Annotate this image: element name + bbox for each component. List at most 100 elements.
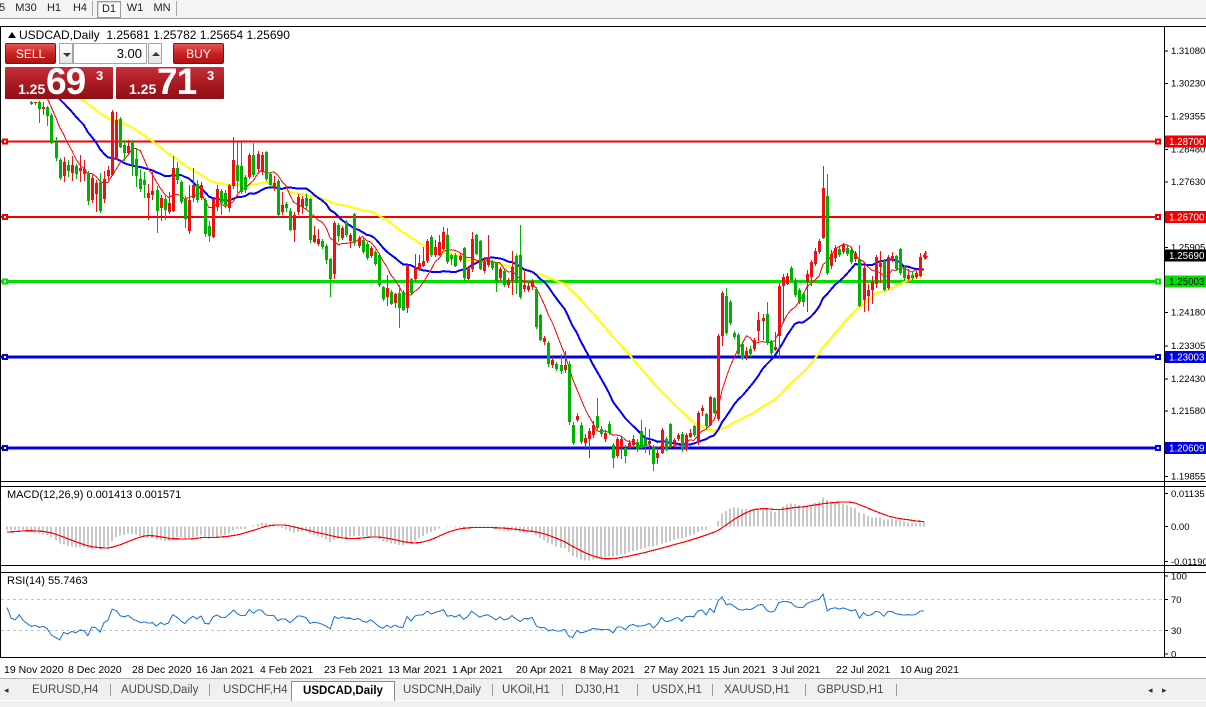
candle-body	[766, 314, 769, 343]
tabs-scroll-left-icon[interactable]: ◂	[4, 685, 9, 695]
timeframe-button-mn[interactable]: MN	[153, 2, 171, 14]
timeframe-button-d1[interactable]: D1	[97, 1, 121, 18]
last-price-arrow-head	[923, 255, 929, 260]
chart-collapse-arrow-icon[interactable]	[8, 32, 16, 38]
candle-body	[341, 228, 344, 238]
buy-price-box[interactable]: 1.25 71 3	[116, 61, 224, 102]
chart-tab-usdchf[interactable]: USDCHF,H4	[223, 684, 288, 696]
candle-body	[285, 204, 288, 208]
price-tick-label: 1.22430	[1171, 374, 1205, 385]
candle-body	[733, 333, 736, 337]
bid-price-label: 1.25690	[1169, 251, 1205, 262]
buy-price-main: 71	[157, 61, 197, 102]
timeframe-button-5[interactable]: 5	[0, 2, 6, 14]
candle-body	[168, 203, 171, 212]
sell-price-box[interactable]: 1.25 69 3	[5, 61, 113, 102]
volume-input[interactable]: 3.00	[73, 43, 147, 64]
one-click-trading-panel: SELL 3.00 BUY 1.25 69 3 1.25 71 3	[5, 43, 224, 102]
candle-body	[681, 434, 684, 450]
candle-body	[745, 351, 748, 357]
candle-body	[119, 119, 122, 147]
candle-body	[616, 439, 619, 456]
sell-button[interactable]: SELL	[5, 43, 56, 64]
tabs-scroll-left-end-icon[interactable]: ◂	[1148, 685, 1153, 695]
price-tick-label: 1.25905	[1171, 242, 1205, 253]
candle-body	[899, 249, 902, 273]
candle-body	[749, 349, 752, 354]
candle-body	[224, 193, 227, 205]
rsi-line	[6, 592, 925, 641]
candle-body	[143, 180, 146, 185]
candle-body	[588, 431, 591, 439]
tab-separator	[805, 684, 806, 696]
candle-body	[293, 215, 296, 230]
candle-body	[459, 256, 462, 260]
candle-body	[648, 441, 651, 444]
candle-body	[903, 267, 906, 278]
candle-body	[46, 107, 49, 116]
candle-body	[535, 289, 538, 327]
price-line-label: 1.23003	[1169, 353, 1205, 364]
candle-body	[30, 102, 33, 104]
candle-body	[854, 253, 857, 259]
candle-body	[59, 160, 62, 178]
candle-body	[604, 433, 607, 439]
tabs-scroll-right-icon[interactable]: ▸	[1162, 685, 1167, 695]
candle-body	[99, 182, 102, 211]
candle-body	[628, 443, 631, 448]
rsi-pane-bg	[0, 572, 1165, 657]
candle-body	[366, 244, 369, 258]
candle-body	[919, 257, 922, 276]
price-tick-label: 1.24180	[1171, 308, 1205, 319]
chart-tab-audusd[interactable]: AUDUSD,Daily	[121, 684, 199, 696]
timeframe-button-w1[interactable]: W1	[126, 2, 144, 14]
timeframe-button-h4[interactable]: H4	[72, 2, 88, 14]
buy-price-pips: 3	[207, 68, 215, 83]
chart-tabs-bar: ◂ EURUSD,H4 AUDUSD,Daily USDCHF,H4 USDCAD,Da…	[0, 678, 1206, 701]
candle-body	[329, 259, 332, 279]
volume-decrease-button[interactable]	[59, 43, 73, 64]
candle-body	[863, 268, 866, 300]
chart-tab-usdcnh[interactable]: USDCNH,Daily	[403, 684, 481, 696]
buy-button[interactable]: BUY	[173, 43, 224, 64]
price-tick-label: 1.29355	[1171, 112, 1205, 123]
chart-tab-eurusd[interactable]: EURUSD,H4	[32, 684, 99, 696]
candle-body	[503, 271, 506, 285]
candle-body	[75, 166, 78, 174]
candle-body	[846, 248, 849, 254]
candle-body	[410, 279, 413, 293]
rsi-indicator-label: RSI(14) 55.7463	[7, 575, 88, 587]
candle-body	[261, 155, 264, 172]
candle-body	[701, 408, 704, 411]
candle-body	[430, 237, 433, 255]
candle-body	[757, 320, 760, 331]
chart-tab-xauusd[interactable]: XAUUSD,H1	[724, 684, 790, 696]
chart-tab-usdcad[interactable]: USDCAD,Daily	[291, 681, 395, 701]
candle-body	[850, 250, 853, 262]
chart-tab-dj30[interactable]: DJ30,H1	[575, 684, 620, 696]
volume-increase-button[interactable]	[148, 43, 162, 64]
timeframe-button-m30[interactable]: M30	[15, 2, 37, 14]
chart-tab-usdx[interactable]: USDX,H1	[652, 684, 702, 696]
chart-tab-gbpusd[interactable]: GBPUSD,H1	[817, 684, 884, 696]
sell-price-main: 69	[46, 61, 86, 102]
time-axis[interactable]: 19 Nov 2020 8 Dec 2020 28 Dec 2020 16 Jan 2…	[0, 658, 1206, 677]
candle-body	[208, 226, 211, 236]
timeframe-button-h1[interactable]: H1	[46, 2, 62, 14]
candle-body	[600, 429, 603, 434]
candle-body	[705, 414, 708, 426]
candle-body	[656, 453, 659, 458]
candle-body	[483, 262, 486, 271]
macd-indicator-label: MACD(12,26,9) 0.001413 0.001571	[7, 489, 182, 501]
candle-body	[188, 200, 191, 231]
price-chart-canvas[interactable]: 1.31080 1.30230 1.29355 1.28480 1.27630 1.259…	[0, 26, 1206, 658]
price-tick-label: 1.30230	[1171, 78, 1205, 89]
candle-body	[67, 165, 70, 171]
chart-tab-ukoil[interactable]: UKOil,H1	[502, 684, 550, 696]
candle-body	[697, 413, 700, 443]
candle-body	[879, 263, 882, 267]
hline-endpoint-marker-center	[4, 446, 6, 449]
candle-body	[915, 273, 918, 277]
price-line-label-bg	[1165, 441, 1206, 454]
